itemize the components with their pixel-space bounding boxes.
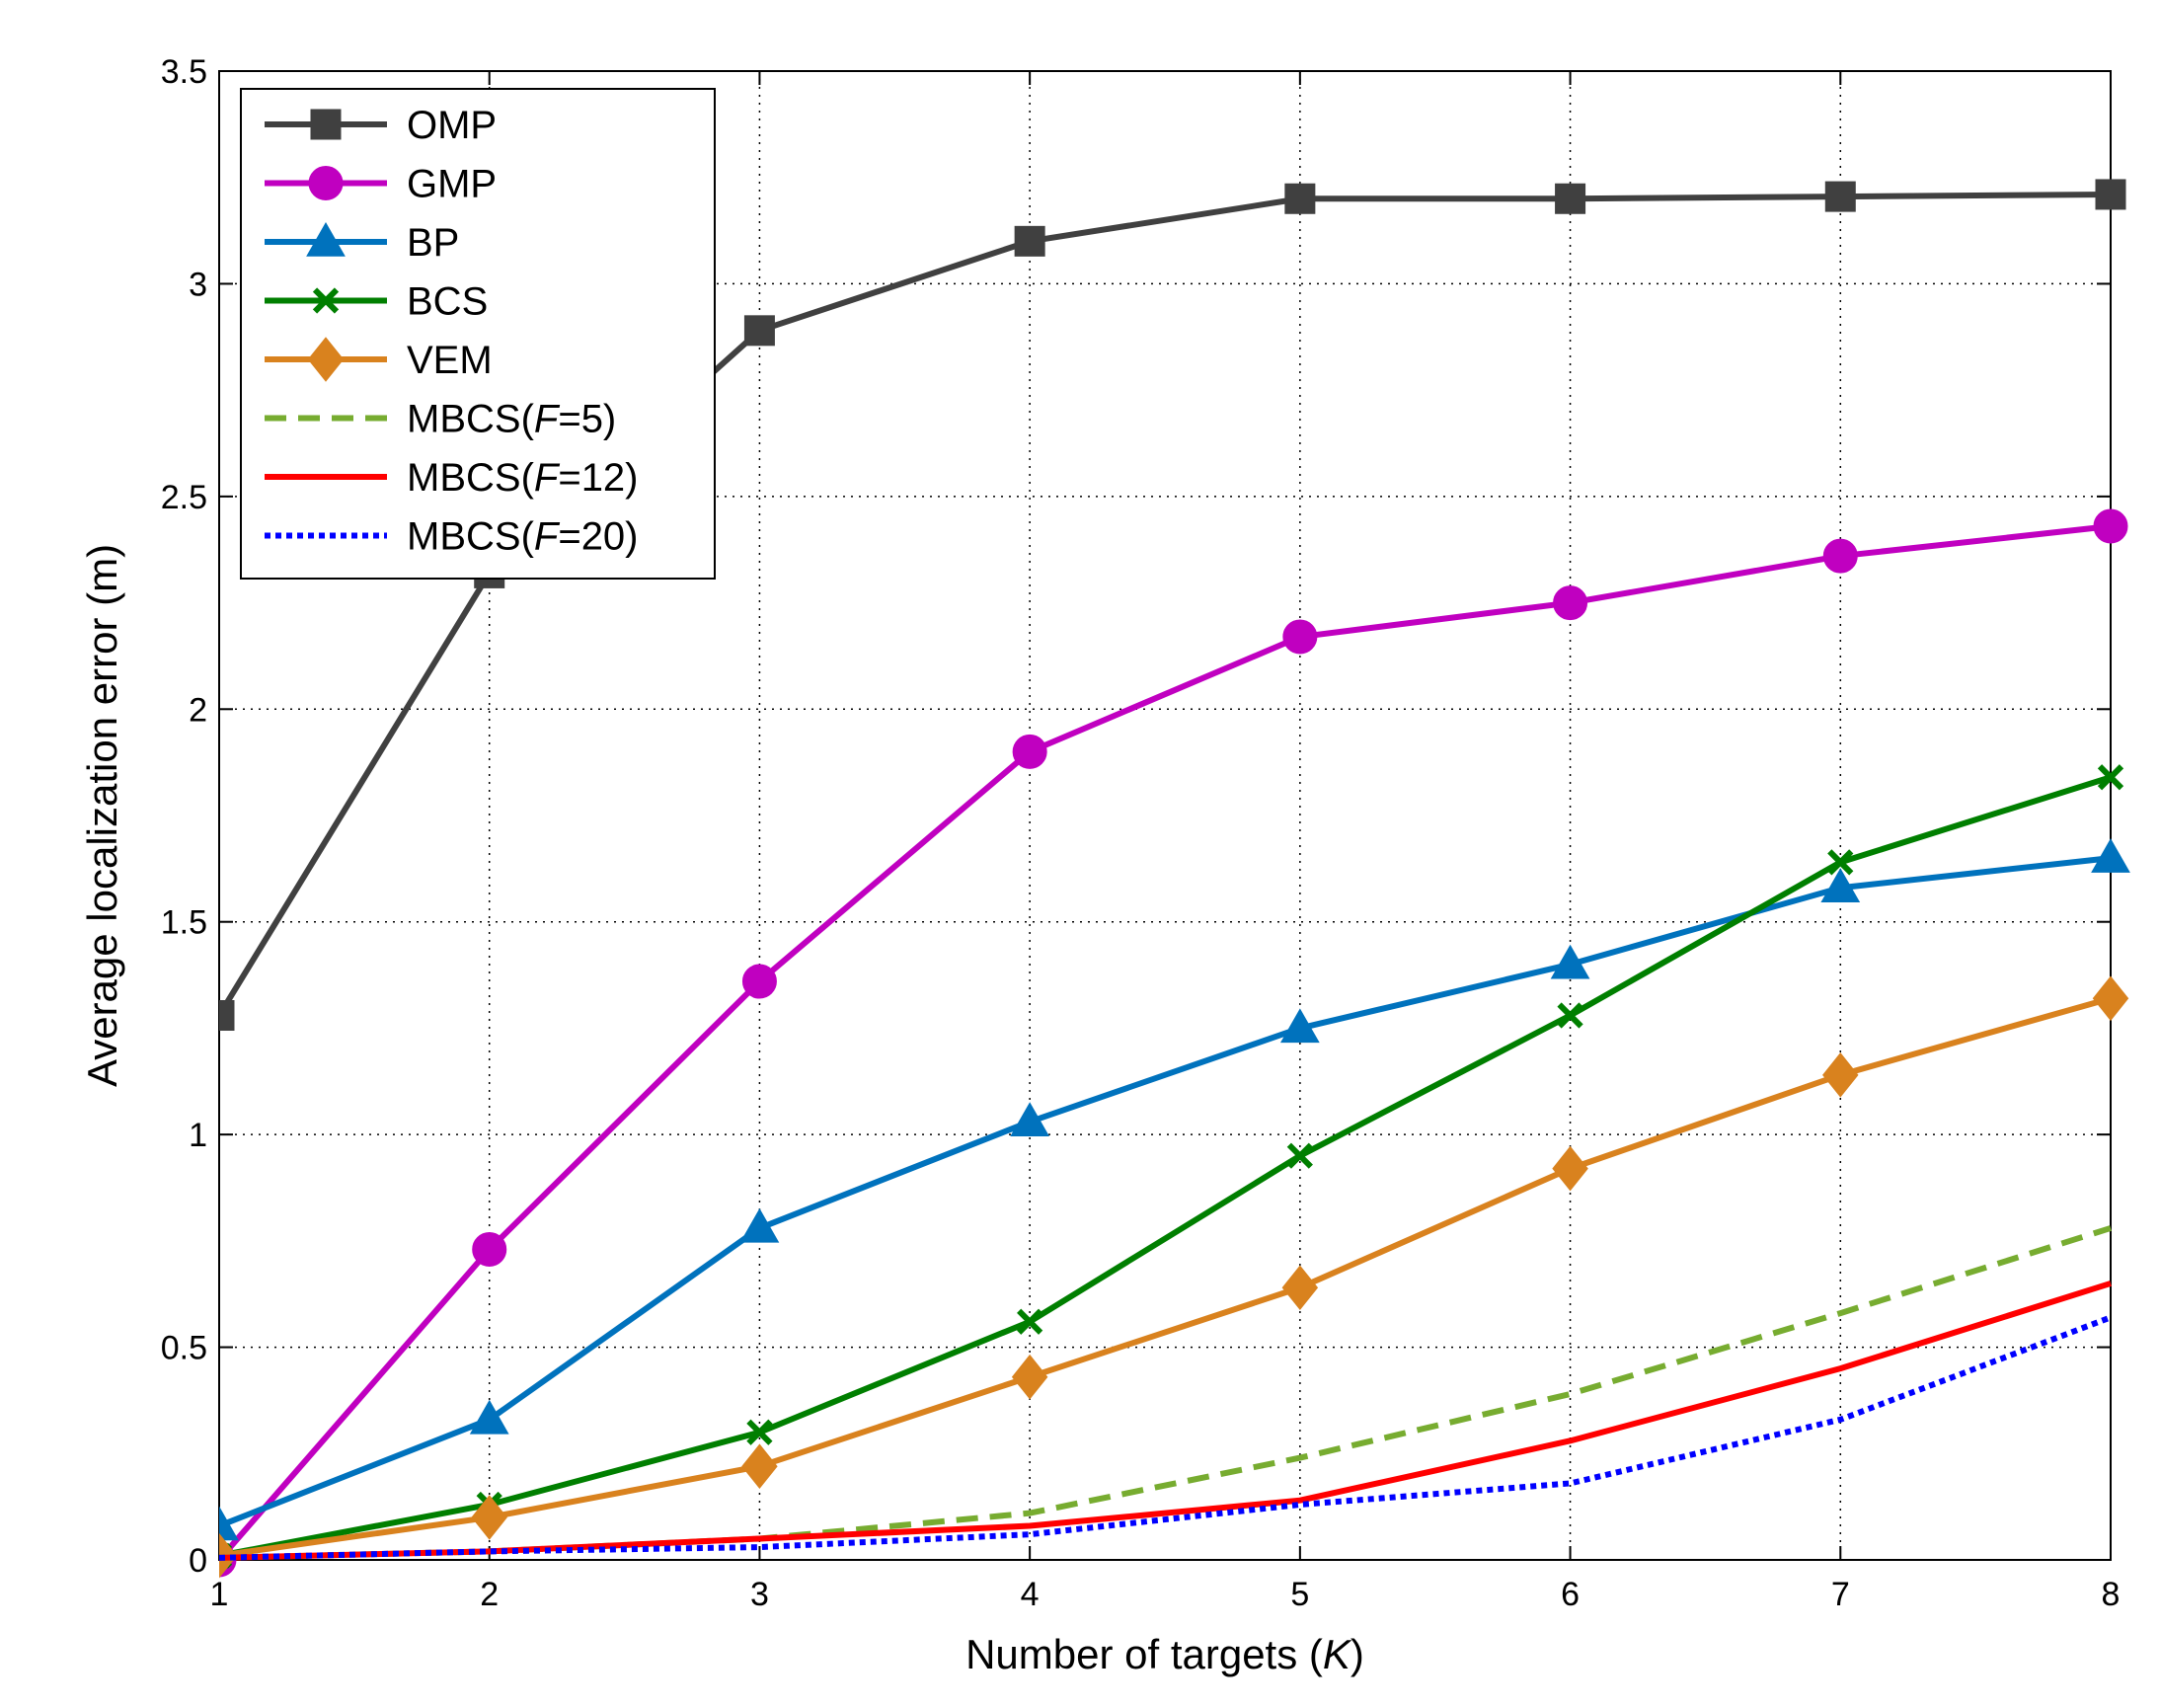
data-point [1822,538,1858,574]
data-point [472,1231,507,1267]
y-tick-label: 0.5 [161,1330,207,1367]
legend-item: VEM [265,337,493,382]
legend-marker [307,337,345,382]
legend-label: VEM [407,339,493,382]
data-point [1550,944,1590,979]
legend-marker [312,287,340,314]
x-tick-label: 6 [1561,1576,1580,1613]
marker-stroke [1827,849,1854,876]
x-tick-label: 2 [480,1576,499,1613]
data-point [2092,975,2129,1022]
legend-item: BP [265,221,459,265]
legend-item: OMP [265,104,497,147]
data-point [1822,1052,1859,1098]
data-point [741,1443,778,1490]
data-point [746,1419,773,1445]
legend-item: GMP [265,163,497,206]
data-point [1282,619,1318,655]
y-tick-label: 3 [189,266,207,303]
data-point [1284,183,1316,214]
data-point [741,964,777,999]
legend-label: MBCS(F=12) [407,456,639,500]
data-point [219,1000,235,1032]
legend-label: BP [407,221,459,265]
legend-label: MBCS(F=20) [407,515,639,559]
y-tick-label: 2 [189,691,207,729]
data-point [1555,183,1586,214]
legend-item: BCS [265,280,488,324]
series-gmp [219,508,2128,1578]
data-point [1553,585,1588,621]
legend-label: GMP [407,163,497,206]
series-mbcs-f-20 [219,1314,2113,1561]
marker-stroke [1017,1308,1043,1335]
series-line [219,774,2112,1559]
legend-label: OMP [407,104,497,147]
series-line [219,523,2112,1562]
x-tick-label: 8 [2102,1576,2121,1613]
y-tick-label: 1 [189,1117,207,1154]
data-point [1017,1308,1043,1335]
data-point [1820,868,1861,902]
series-line [219,995,2112,1559]
series-bp [219,838,2130,1541]
data-point [219,1506,239,1541]
legend-marker [308,166,344,200]
x-tick-label: 7 [1831,1576,1850,1613]
legend-label: BCS [407,280,488,324]
legend: OMP GMP BP BCS VEM MBCS(F=5) MBCS(F=12) MBCS(F=… [240,88,716,580]
data-point [1012,734,1047,769]
data-point [1552,1145,1588,1192]
legend-item: MBCS(F=20) [265,515,639,559]
plot-area-frame [218,70,2112,1561]
marker-stroke [1286,1142,1313,1169]
series-line [219,1314,2113,1561]
data-point [1010,1102,1050,1136]
data-point [2091,838,2130,873]
marker-stroke [2097,764,2124,791]
y-axis-label: Average localization error (m) [79,544,125,1087]
data-point [743,315,775,347]
y-tick-label: 0 [189,1542,207,1580]
data-point [1557,1002,1583,1029]
marker-stroke [746,1419,773,1445]
x-axis-label: Number of targets (K) [965,1631,1364,1677]
y-tick-label: 2.5 [161,479,207,516]
grid-lines [219,71,2111,1560]
data-point [1014,225,1045,257]
data-point [739,1207,780,1243]
marker-stroke [1557,1002,1583,1029]
data-point [469,1399,509,1435]
series-line [219,855,2112,1529]
data-point [471,1495,507,1540]
data-point [2095,179,2126,210]
data-point [1824,181,1856,212]
data-point [2093,508,2128,544]
data-point [1011,1354,1048,1400]
data-point [1827,849,1854,876]
data-point [1281,1265,1319,1311]
legend-marker [310,109,342,140]
x-tick-label: 4 [1021,1576,1040,1613]
y-tick-label: 1.5 [161,904,207,942]
data-point [1286,1142,1313,1169]
legend-item: MBCS(F=5) [265,398,616,441]
legend-marker [306,221,346,257]
y-tick-label: 3.5 [161,53,207,91]
data-point [1279,1008,1320,1044]
x-tick-label: 1 [210,1576,229,1613]
data-point [2097,764,2124,791]
x-tick-label: 3 [750,1576,769,1613]
marker-stroke [312,287,340,314]
legend-item: MBCS(F=12) [265,456,639,500]
x-tick-label: 5 [1290,1576,1309,1613]
legend-label: MBCS(F=5) [407,398,616,441]
